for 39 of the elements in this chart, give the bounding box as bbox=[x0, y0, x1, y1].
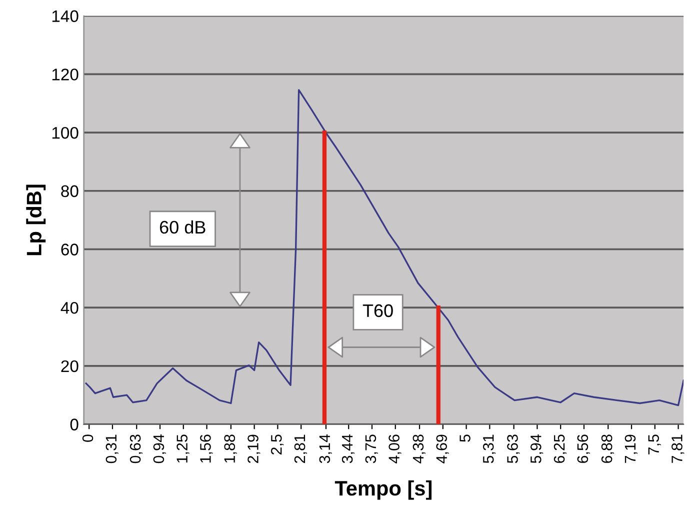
y-tick-label: 40 bbox=[60, 302, 78, 314]
x-tick-label: 1,88 bbox=[224, 434, 237, 463]
x-tick-label: 4,38 bbox=[412, 434, 426, 464]
x-tick-label: 4,69 bbox=[436, 434, 449, 464]
x-tick-label: 7,19 bbox=[624, 434, 638, 463]
x-tick-label: 5,63 bbox=[507, 434, 520, 464]
x-tick-label: 0,31 bbox=[106, 434, 118, 464]
y-tick-label: 140 bbox=[52, 10, 78, 22]
x-tick-label: 3,75 bbox=[365, 434, 378, 464]
y-tick-label: 60 bbox=[61, 244, 78, 256]
x-tick-label: 6,25 bbox=[554, 434, 567, 463]
y-tick-label: 120 bbox=[52, 68, 78, 80]
y-tick-label: 0 bbox=[70, 418, 78, 430]
y-tick-label: 20 bbox=[61, 360, 78, 372]
x-tick-label: 4,06 bbox=[388, 434, 402, 464]
x-tick-label: 5 bbox=[460, 434, 470, 442]
annotation: 60 dB bbox=[160, 220, 206, 234]
y-tick-label: 80 bbox=[61, 185, 78, 198]
x-tick-label: 6,56 bbox=[577, 434, 590, 463]
x-tick-label: 2,5 bbox=[270, 434, 284, 454]
x-tick-label: 7,81 bbox=[672, 434, 684, 463]
x-tick-label: 1,56 bbox=[200, 434, 213, 463]
x-tick-label: 0 bbox=[82, 434, 94, 442]
x-tick-label: 1,25 bbox=[176, 434, 190, 463]
x-tick-label: 0,63 bbox=[130, 434, 143, 464]
x-tick-label: 7,5 bbox=[648, 434, 661, 454]
x-tick-label: 6,88 bbox=[601, 434, 614, 463]
annotation: T60 bbox=[362, 304, 393, 318]
y-tick-label: 100 bbox=[52, 126, 78, 139]
line-series bbox=[85, 89, 684, 406]
x-tick-label: 3,44 bbox=[342, 434, 355, 464]
x-tick-label: 5,94 bbox=[530, 434, 544, 464]
x-axis-title: Tempo [s] bbox=[334, 480, 432, 500]
x-tick-label: 5,31 bbox=[482, 434, 496, 464]
x-tick-label: 2,19 bbox=[248, 434, 260, 463]
x-tick-label: 3,14 bbox=[319, 434, 332, 464]
y-axis-title: Lp [dB] bbox=[26, 184, 46, 256]
x-tick-label: 0,94 bbox=[153, 434, 166, 464]
x-tick-label: 2,81 bbox=[294, 434, 307, 463]
